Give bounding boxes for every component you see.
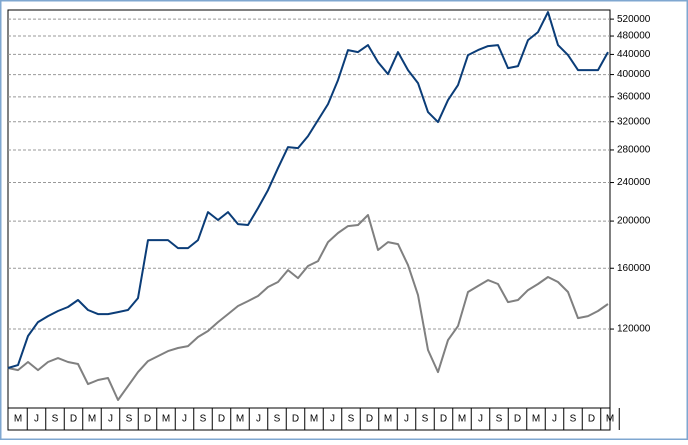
x-tick-label: J	[404, 414, 409, 425]
x-tick-label: D	[366, 414, 373, 425]
y-tick-label: 440000	[617, 49, 651, 60]
x-tick-label: J	[552, 414, 557, 425]
y-tick-label: 480000	[617, 31, 651, 42]
x-tick-label: S	[570, 414, 577, 425]
x-tick-label: M	[384, 414, 392, 425]
series-line	[7, 214, 609, 401]
y-tick-label: 200000	[617, 216, 651, 227]
x-tick-label: D	[440, 414, 447, 425]
y-tick-label: 400000	[617, 69, 651, 80]
x-tick-label: D	[218, 414, 225, 425]
x-tick-label: M	[310, 414, 318, 425]
x-tick-label: J	[108, 414, 113, 425]
x-tick-label: S	[274, 414, 281, 425]
x-tick-label: M	[236, 414, 244, 425]
x-tick-label: M	[458, 414, 466, 425]
x-tick-label: J	[256, 414, 261, 425]
x-tick-label: S	[496, 414, 503, 425]
x-tick-label: D	[588, 414, 595, 425]
x-tick-label: D	[514, 414, 521, 425]
y-tick-label: 280000	[617, 145, 651, 156]
x-tick-label: M	[88, 414, 96, 425]
x-tick-label: J	[330, 414, 335, 425]
x-tick-label: S	[422, 414, 429, 425]
x-axis-band	[7, 407, 611, 431]
series-line	[7, 11, 609, 369]
x-tick-label: S	[52, 414, 59, 425]
x-tick-label: J	[478, 414, 483, 425]
x-tick-label: S	[200, 414, 207, 425]
x-tick-label: M	[606, 414, 614, 425]
x-tick-label: J	[34, 414, 39, 425]
x-tick-label: S	[126, 414, 133, 425]
x-tick-label: D	[144, 414, 151, 425]
x-tick-label: D	[70, 414, 77, 425]
y-tick-label: 360000	[617, 91, 651, 102]
x-tick-label: D	[292, 414, 299, 425]
y-tick-label: 320000	[617, 116, 651, 127]
x-tick-label: M	[162, 414, 170, 425]
y-tick-label: 520000	[617, 14, 651, 25]
y-tick-label: 240000	[617, 177, 651, 188]
x-tick-label: J	[182, 414, 187, 425]
x-tick-label: S	[348, 414, 355, 425]
x-tick-label: M	[532, 414, 540, 425]
y-tick-label: 160000	[617, 263, 651, 274]
y-tick-label: 120000	[617, 324, 651, 335]
x-tick-label: M	[14, 414, 22, 425]
